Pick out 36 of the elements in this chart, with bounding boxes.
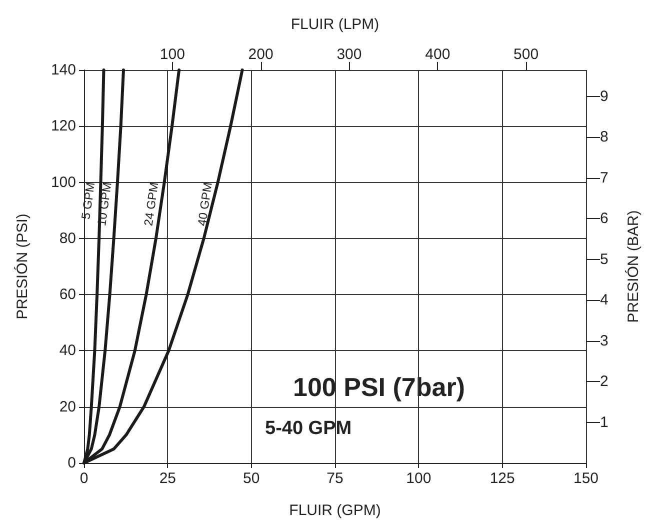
y-tick-label: 120: [50, 118, 76, 135]
y-tick-label: 100: [50, 174, 76, 191]
x2-axis-title: FLUIR (LPM): [290, 16, 380, 33]
x2-tick-label: 200: [248, 46, 274, 63]
y-tick-label: 0: [68, 454, 76, 472]
x2-tick-label: 400: [425, 46, 450, 63]
y2-tick-label: 7: [600, 169, 608, 186]
x-tick-label: 50: [242, 470, 260, 487]
y2-tick-label: 8: [600, 128, 608, 146]
text: 40 GPM: [194, 181, 215, 227]
x2-tick-label: 500: [514, 46, 539, 63]
text: 10 GPM: [94, 181, 114, 227]
x2-tick-label: 300: [336, 46, 362, 63]
x-tick-label: 100: [406, 470, 432, 487]
y-tick-label: 20: [59, 398, 76, 416]
y2-tick-label: 6: [600, 210, 608, 228]
y-tick-label: 140: [50, 62, 76, 78]
x-tick-label: 150: [573, 470, 599, 487]
y-tick-label: 80: [59, 230, 76, 247]
y2-tick-label: 3: [600, 332, 608, 350]
x-axis-title: FLUIR (GPM): [289, 502, 381, 519]
x-tick-label: 125: [490, 470, 515, 487]
x2-tick-label: 100: [160, 46, 185, 63]
y-axis-title: PRESIÓN (PSI): [13, 214, 31, 320]
y2-tick-label: 5: [600, 250, 608, 268]
y2-tick-label: 9: [600, 88, 608, 105]
x-tick-label: 0: [80, 470, 88, 487]
text: 24 GPM: [141, 181, 162, 227]
y-tick-label: 40: [59, 342, 76, 360]
y2-tick-label: 2: [600, 373, 608, 390]
y2-tick-label: 4: [600, 292, 608, 309]
y2-axis-title: PRESIÓN (BAR): [624, 210, 642, 323]
x-tick-label: 75: [326, 470, 344, 487]
y-tick-label: 60: [59, 286, 76, 304]
x-tick-label: 25: [159, 470, 176, 487]
y2-tick-label: 1: [600, 414, 608, 431]
